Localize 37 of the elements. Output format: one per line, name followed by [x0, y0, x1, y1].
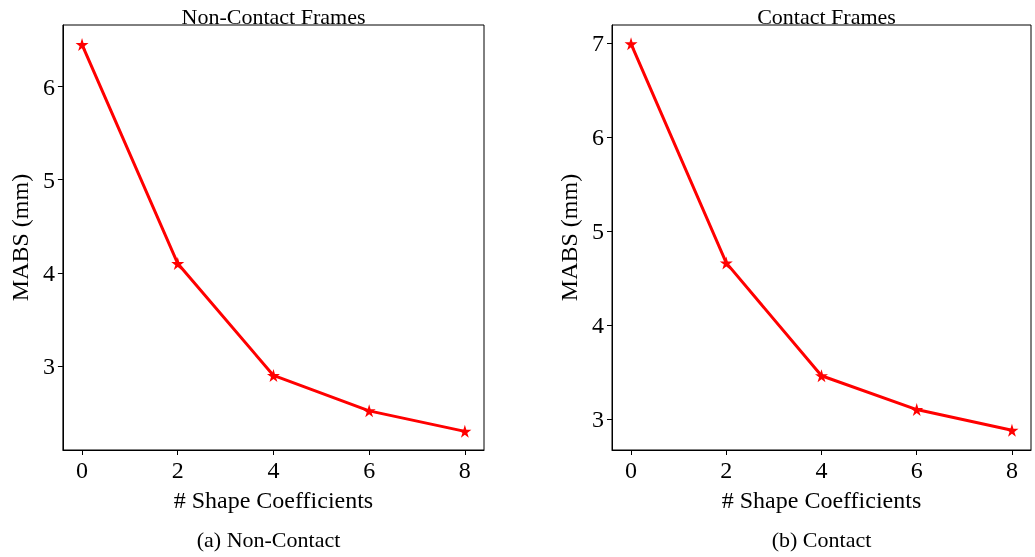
chart-title: Contact Frames: [757, 3, 896, 29]
x-tick-label: 0: [625, 457, 638, 483]
y-tick-label: 5: [42, 166, 55, 193]
point: [362, 404, 376, 418]
text: (a) Non-Contact: [196, 526, 341, 552]
point: [458, 424, 472, 438]
y-tick-label: 5: [592, 217, 604, 244]
y-tick-label: 3: [42, 353, 55, 380]
point: [171, 257, 185, 271]
x-tick-label: 2: [720, 457, 733, 483]
text: (b) Contact: [771, 526, 872, 552]
y-axis-title: MABS (mm): [556, 173, 583, 302]
x-tick-label: 4: [815, 457, 828, 483]
y-tick-label: 6: [592, 123, 604, 150]
x-tick-label: 0: [76, 457, 89, 483]
y-tick-label: 3: [592, 405, 604, 432]
x-tick-label: 6: [910, 457, 923, 483]
y-axis-title: MABS (mm): [7, 173, 33, 302]
x-tick-label: 8: [458, 457, 471, 483]
y-tick-label: 7: [592, 29, 604, 56]
y-tick-label: 4: [592, 311, 604, 338]
chart-title: Non-Contact Frames: [181, 3, 366, 29]
point: [75, 38, 89, 52]
point: [624, 37, 638, 51]
x-tick-label: 8: [1005, 457, 1018, 483]
point: [815, 369, 828, 383]
x-axis-title: # Shape Coefficients: [173, 487, 374, 513]
point: [1005, 423, 1019, 437]
point: [719, 256, 733, 270]
y-tick-label: 6: [42, 73, 55, 100]
point: [910, 403, 924, 417]
y-tick-label: 4: [42, 259, 55, 286]
point: [266, 368, 280, 382]
x-tick-label: 2: [171, 457, 184, 483]
x-axis-title: # Shape Coefficients: [721, 487, 922, 513]
x-tick-label: 4: [267, 457, 280, 483]
x-tick-label: 6: [363, 457, 376, 483]
